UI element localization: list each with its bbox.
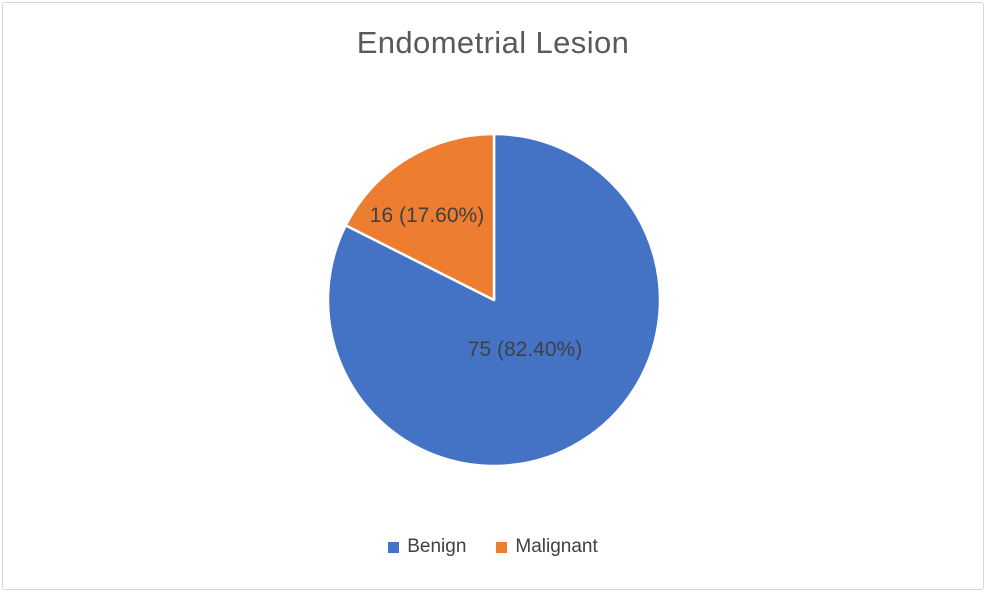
- benign-legend-marker-icon: [388, 541, 400, 553]
- chart-title: Endometrial Lesion: [356, 25, 630, 60]
- data-label-benign: 75 (82.40%): [467, 338, 583, 361]
- legend-item-benign: Benign: [388, 536, 466, 558]
- pie-slice-malignant: [344, 132, 496, 302]
- legend-label-malignant: Malignant: [515, 536, 598, 557]
- malignant-legend-marker-icon: [496, 541, 508, 553]
- legend-label-benign: Benign: [407, 536, 467, 557]
- legend: Benign Malignant: [0, 536, 986, 558]
- pie-chart: [326, 132, 662, 468]
- data-label-malignant: 16 (17.60%): [369, 204, 485, 227]
- legend-item-malignant: Malignant: [496, 536, 598, 558]
